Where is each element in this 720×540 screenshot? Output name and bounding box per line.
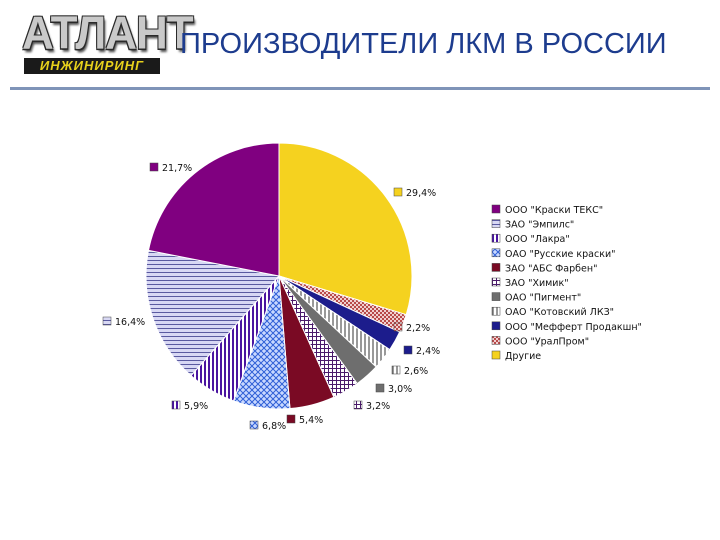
data-label-swatch [393, 187, 403, 197]
data-label: 29,4% [406, 188, 436, 199]
data-label: 2,4% [416, 346, 440, 357]
header-divider [10, 87, 710, 90]
legend-item-оао-русские-краски: ОАО "Русские краски" [505, 249, 616, 260]
legend-item-зао-химик: ЗАО "Химик" [505, 278, 569, 289]
legend-swatch [491, 248, 501, 258]
data-label-swatch [286, 414, 296, 424]
legend-swatch [491, 350, 501, 360]
legend-swatch [491, 219, 501, 228]
data-label: 16,4% [115, 317, 145, 328]
data-label-swatch [403, 345, 413, 355]
data-label: 3,2% [366, 401, 390, 412]
pie-slice-1 [278, 142, 413, 316]
data-label: 21,7% [162, 163, 192, 174]
legend-item-зао-эмпилс: ЗАО "Эмпилс" [505, 220, 574, 231]
header: АТЛАНТ ИНЖИНИРИНГ ПРОИЗВОДИТЕЛИ ЛКМ В РО… [0, 0, 720, 92]
data-label: 5,9% [184, 401, 208, 412]
data-label-swatch [353, 400, 363, 410]
data-label: 5,4% [299, 415, 323, 426]
legend-swatch [491, 292, 501, 301]
legend-item-оао-пигмент: ОАО "Пигмент" [505, 293, 581, 304]
page-title: ПРОИЗВОДИТЕЛИ ЛКМ В РОССИИ [180, 28, 667, 60]
legend-swatch [491, 204, 501, 214]
data-label-swatch [375, 383, 385, 393]
legend-swatch [491, 277, 501, 287]
logo-sub-text: ИНЖИНИРИНГ [24, 58, 160, 74]
data-label-swatch [102, 316, 112, 326]
data-label: 2,2% [406, 323, 430, 334]
data-label-swatch [391, 365, 401, 375]
data-label-swatch [393, 322, 403, 332]
data-label-swatch [149, 162, 159, 172]
legend-item-ооо-краски-текс: ООО "Краски ТЕКС" [505, 205, 603, 216]
pie-slice-10 [145, 249, 280, 377]
legend-item-другие: Другие [505, 351, 541, 362]
legend-swatch [491, 306, 501, 316]
data-label: 6,8% [262, 421, 286, 432]
legend-item-ооо-лакра: ООО "Лакра" [505, 234, 570, 245]
legend-item-ооо-мефферт-продакшн: ООО "Мефферт Продакшн" [505, 322, 642, 333]
legend-swatch [491, 321, 501, 331]
legend-swatch [491, 336, 501, 345]
data-label: 2,6% [404, 366, 428, 377]
legend-item-ооо-уралпром: ООО "УралПром" [505, 336, 589, 347]
legend-item-зао-абс-фарбен: ЗАО "АБС Фарбен" [505, 263, 597, 274]
legend-item-оао-котовский-лкз: ОАО "Котовский ЛКЗ" [505, 307, 614, 318]
data-label-swatch [171, 400, 181, 410]
legend-swatch [491, 233, 501, 243]
legend-swatch [491, 263, 501, 272]
data-label: 3,0% [388, 384, 412, 395]
pie-slice-11 [147, 142, 280, 277]
data-label-swatch [249, 420, 259, 430]
